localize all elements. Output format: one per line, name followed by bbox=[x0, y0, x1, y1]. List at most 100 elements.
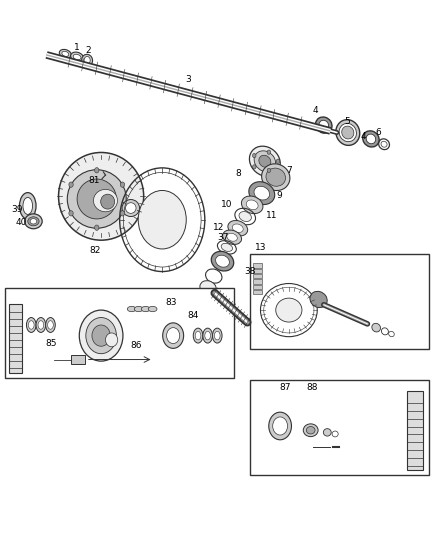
Bar bbox=[250, 380, 428, 475]
Ellipse shape bbox=[148, 306, 157, 312]
Text: 40: 40 bbox=[16, 219, 27, 228]
Bar bbox=[253, 285, 262, 289]
Ellipse shape bbox=[339, 124, 357, 142]
Ellipse shape bbox=[227, 233, 237, 241]
Ellipse shape bbox=[323, 429, 331, 436]
Ellipse shape bbox=[77, 179, 117, 219]
Bar bbox=[253, 279, 262, 284]
Ellipse shape bbox=[122, 199, 140, 216]
Ellipse shape bbox=[363, 131, 379, 147]
Ellipse shape bbox=[239, 212, 251, 222]
Ellipse shape bbox=[342, 126, 354, 139]
Ellipse shape bbox=[223, 230, 242, 245]
Text: 83: 83 bbox=[165, 298, 177, 307]
Text: 7: 7 bbox=[286, 166, 292, 175]
Ellipse shape bbox=[211, 252, 234, 271]
Ellipse shape bbox=[166, 328, 180, 344]
Text: 6: 6 bbox=[375, 127, 381, 136]
Text: 12: 12 bbox=[213, 223, 225, 232]
Ellipse shape bbox=[101, 194, 115, 209]
Text: 81: 81 bbox=[89, 176, 100, 185]
Ellipse shape bbox=[254, 151, 276, 172]
Ellipse shape bbox=[203, 328, 212, 343]
Ellipse shape bbox=[71, 52, 84, 62]
Text: 9: 9 bbox=[276, 191, 282, 200]
Ellipse shape bbox=[193, 328, 203, 343]
Text: 4: 4 bbox=[312, 106, 318, 115]
Ellipse shape bbox=[249, 182, 275, 205]
Circle shape bbox=[267, 168, 271, 173]
Ellipse shape bbox=[93, 189, 117, 212]
Circle shape bbox=[95, 225, 99, 230]
Ellipse shape bbox=[59, 50, 71, 58]
Circle shape bbox=[120, 182, 125, 187]
Ellipse shape bbox=[28, 217, 39, 226]
Ellipse shape bbox=[127, 306, 136, 312]
Text: 1: 1 bbox=[74, 43, 80, 52]
Ellipse shape bbox=[82, 54, 92, 66]
Ellipse shape bbox=[106, 333, 118, 347]
Ellipse shape bbox=[259, 155, 271, 167]
Text: 82: 82 bbox=[89, 246, 100, 255]
Ellipse shape bbox=[28, 321, 34, 329]
Ellipse shape bbox=[215, 332, 220, 340]
Ellipse shape bbox=[261, 164, 290, 191]
Circle shape bbox=[69, 211, 73, 216]
Ellipse shape bbox=[38, 321, 44, 329]
Ellipse shape bbox=[62, 51, 69, 56]
Bar bbox=[250, 254, 428, 349]
Ellipse shape bbox=[26, 318, 36, 333]
Ellipse shape bbox=[306, 426, 315, 434]
Text: 13: 13 bbox=[255, 244, 266, 253]
Bar bbox=[253, 290, 262, 294]
Bar bbox=[10, 304, 21, 373]
Ellipse shape bbox=[92, 325, 110, 346]
Circle shape bbox=[252, 154, 256, 158]
Text: 84: 84 bbox=[187, 311, 198, 320]
Ellipse shape bbox=[48, 321, 53, 329]
Text: 4: 4 bbox=[360, 132, 366, 141]
Ellipse shape bbox=[84, 56, 90, 64]
Ellipse shape bbox=[46, 318, 55, 333]
Text: 38: 38 bbox=[244, 268, 255, 276]
Text: 10: 10 bbox=[221, 200, 233, 209]
Text: 88: 88 bbox=[307, 383, 318, 392]
Circle shape bbox=[120, 211, 125, 216]
Ellipse shape bbox=[303, 424, 318, 437]
Ellipse shape bbox=[276, 298, 302, 322]
Ellipse shape bbox=[23, 197, 32, 214]
Bar bbox=[5, 288, 234, 378]
Text: 39: 39 bbox=[11, 205, 23, 214]
Ellipse shape bbox=[126, 203, 136, 213]
Ellipse shape bbox=[372, 324, 381, 332]
Bar bbox=[253, 263, 262, 268]
Ellipse shape bbox=[319, 120, 328, 130]
Text: 2: 2 bbox=[85, 46, 91, 55]
Ellipse shape bbox=[254, 186, 269, 200]
Circle shape bbox=[267, 150, 271, 154]
Ellipse shape bbox=[215, 255, 230, 267]
Ellipse shape bbox=[212, 328, 222, 343]
Ellipse shape bbox=[73, 54, 81, 60]
Ellipse shape bbox=[86, 318, 117, 354]
Ellipse shape bbox=[232, 224, 243, 232]
Ellipse shape bbox=[134, 306, 143, 312]
Ellipse shape bbox=[205, 332, 211, 340]
Ellipse shape bbox=[67, 169, 126, 228]
Ellipse shape bbox=[336, 120, 360, 146]
Text: 86: 86 bbox=[130, 341, 142, 350]
Text: 3: 3 bbox=[186, 75, 191, 84]
Bar bbox=[253, 269, 262, 273]
Ellipse shape bbox=[273, 417, 288, 435]
Ellipse shape bbox=[30, 219, 37, 224]
Circle shape bbox=[276, 159, 280, 164]
Ellipse shape bbox=[249, 146, 280, 176]
Ellipse shape bbox=[19, 192, 36, 219]
Text: 5: 5 bbox=[344, 117, 350, 126]
Ellipse shape bbox=[366, 134, 376, 144]
Ellipse shape bbox=[246, 200, 258, 209]
Ellipse shape bbox=[195, 332, 201, 340]
Ellipse shape bbox=[141, 306, 150, 312]
Ellipse shape bbox=[59, 152, 144, 240]
Ellipse shape bbox=[25, 214, 42, 229]
